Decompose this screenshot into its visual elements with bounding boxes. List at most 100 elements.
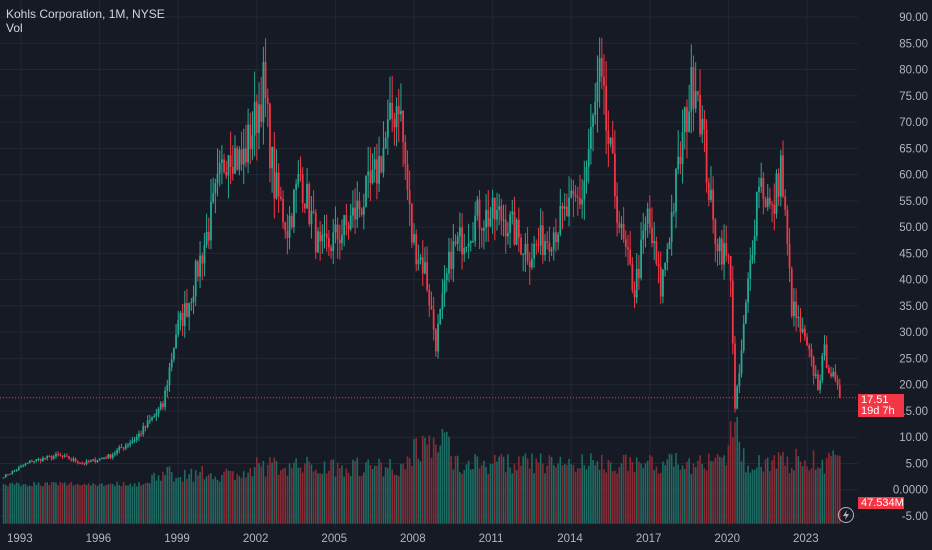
volume-bar <box>448 436 450 524</box>
volume-bar <box>782 451 784 524</box>
volume-bar <box>90 485 92 524</box>
candle-body <box>814 374 817 376</box>
candle-body <box>817 374 819 390</box>
volume-bar <box>210 473 212 524</box>
candle-body <box>531 258 533 268</box>
candle-body <box>264 61 267 98</box>
volume-bar <box>542 463 544 524</box>
candle-body <box>351 207 354 216</box>
lightning-icon[interactable] <box>838 507 854 523</box>
price-scale[interactable]: 90.00 85.00 80.00 75.00 70.00 65.00 60.00 55.00… <box>858 0 932 526</box>
candle-body <box>20 466 22 468</box>
candle-body <box>37 458 40 460</box>
volume-bar <box>153 472 156 524</box>
volume-bar <box>537 462 540 524</box>
candle-body <box>830 373 832 377</box>
volume-indicator-label: Vol <box>6 21 23 35</box>
volume-bar <box>784 465 786 524</box>
volume-bar <box>22 484 25 524</box>
candle-body <box>175 334 177 348</box>
countdown-badge: 19d 7h <box>858 405 904 417</box>
candle-body <box>714 219 717 245</box>
candle-body <box>766 197 769 207</box>
candle-body <box>613 153 616 197</box>
candle-body <box>729 255 732 281</box>
candle-body <box>192 296 195 303</box>
candle-body <box>155 413 158 417</box>
candle-body <box>563 206 566 209</box>
volume-bar <box>701 464 704 524</box>
candle-body <box>212 193 215 202</box>
price-tick-label: 55.00 <box>899 196 928 208</box>
volume-bar <box>777 452 780 524</box>
volume-bar <box>559 456 562 524</box>
volume-bar <box>411 466 413 524</box>
candle-body <box>782 155 784 197</box>
candle-body <box>771 204 773 206</box>
volume-bar <box>633 471 636 524</box>
volume-bar <box>273 457 276 524</box>
volume-bar <box>723 455 725 524</box>
volume-bar <box>103 486 105 524</box>
volume-bar <box>662 461 664 524</box>
candle-body <box>269 103 271 169</box>
candle-body <box>668 241 671 250</box>
candle-body <box>255 101 258 133</box>
candle-body <box>539 225 542 246</box>
candle-body <box>434 329 437 352</box>
candle-body <box>838 385 841 398</box>
volume-bar <box>821 459 824 524</box>
volume-bar <box>513 464 516 524</box>
volume-bar <box>131 486 134 524</box>
candle-body <box>144 425 147 428</box>
volume-bar <box>616 473 618 524</box>
volume-bar <box>535 458 538 524</box>
volume-bar <box>44 482 46 524</box>
volume-bar <box>522 456 524 524</box>
candle-body <box>376 159 378 184</box>
candle-body <box>238 149 241 170</box>
volume-bar <box>681 465 684 524</box>
candle-body <box>87 461 90 463</box>
candle-body <box>266 97 269 104</box>
candle-body <box>836 379 839 386</box>
candle-body <box>46 455 49 459</box>
candle-body <box>458 227 461 237</box>
candle-body <box>61 455 64 457</box>
volume-bar <box>496 461 498 524</box>
volume-bar <box>11 482 14 524</box>
volume-bar <box>20 486 22 524</box>
price-tick-label: 5.00 <box>906 458 928 470</box>
volume-bar <box>256 457 258 524</box>
candle-body <box>557 234 560 243</box>
candle-body <box>552 232 555 250</box>
volume-bar <box>395 474 398 524</box>
volume-bar <box>594 465 597 524</box>
candle-body <box>662 269 664 297</box>
candle-body <box>795 301 798 319</box>
volume-bar <box>330 459 332 524</box>
candle-body <box>408 190 411 205</box>
candle-body <box>282 198 284 223</box>
volume-bar <box>528 468 531 524</box>
volume-bar <box>164 475 166 524</box>
candle-body <box>114 453 116 455</box>
chart-plot-area[interactable] <box>0 0 858 526</box>
candle-body <box>568 197 570 217</box>
volume-bar <box>760 466 762 524</box>
volume-bar <box>125 485 127 524</box>
candle-body <box>779 155 782 197</box>
candle-body <box>441 293 444 310</box>
volume-bar <box>797 456 800 524</box>
candle-body <box>205 231 208 245</box>
candle-body <box>507 232 509 237</box>
volume-bar <box>129 483 131 524</box>
price-tick-label: 50.00 <box>899 222 928 234</box>
volume-bar <box>424 437 426 524</box>
time-scale[interactable]: 1993 1996 1999 2002 2005 2008 2011 2014 2017 2020… <box>0 526 858 550</box>
volume-bar <box>609 462 612 524</box>
candle-body <box>138 433 140 437</box>
candle-body <box>469 241 472 244</box>
volume-bar <box>673 466 675 524</box>
volume-bar <box>622 454 625 524</box>
